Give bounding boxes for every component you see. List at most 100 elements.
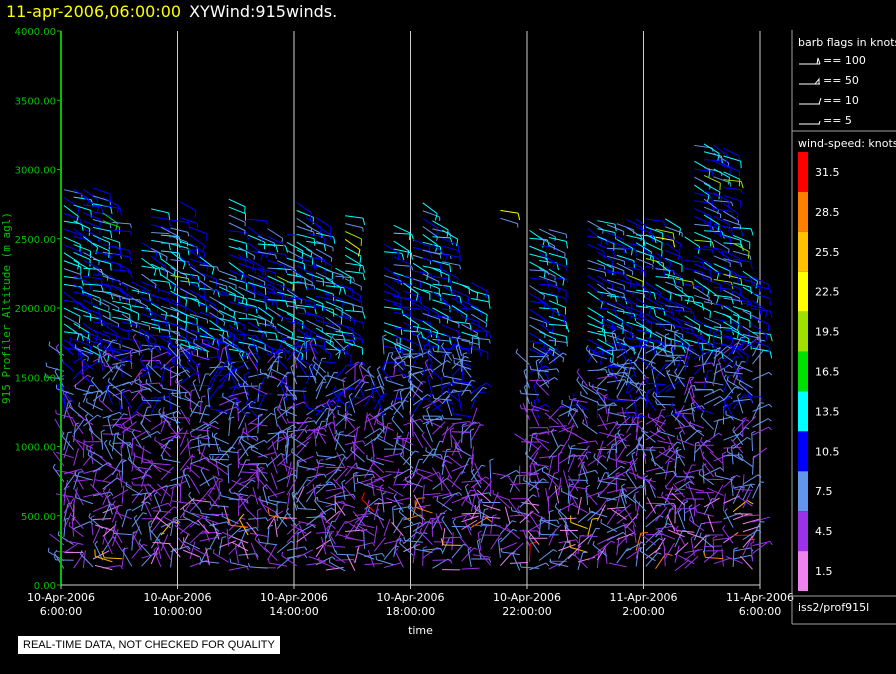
wind-barb-flag — [552, 262, 555, 270]
wind-barb — [532, 346, 550, 357]
wind-barb — [398, 370, 414, 382]
wind-barb — [443, 462, 453, 480]
wind-barb-flag — [711, 197, 713, 205]
wind-barb-flag — [203, 284, 206, 289]
wind-barb — [752, 402, 761, 420]
wind-barb-flag — [730, 227, 733, 236]
wind-barb-flag — [297, 354, 303, 361]
wind-barb-flag — [756, 296, 759, 304]
wind-barb-flag — [329, 481, 334, 484]
wind-barb — [276, 406, 292, 419]
wind-barb-flag — [365, 374, 370, 377]
wind-barb — [85, 416, 94, 433]
wind-barb — [447, 478, 462, 491]
wind-barb — [306, 240, 325, 245]
wind-barb — [684, 299, 703, 304]
wind-barb-flag — [672, 525, 676, 530]
wind-barb — [621, 491, 637, 504]
wind-barb — [197, 519, 210, 534]
wind-barb-flag — [270, 412, 275, 416]
wind-barb — [68, 525, 84, 538]
wind-barb — [373, 525, 378, 544]
wind-barb-flag — [302, 386, 307, 390]
barb-legend-row: == 50 — [798, 74, 894, 88]
wind-barb-flag — [427, 349, 430, 354]
wind-barb-flag — [107, 386, 110, 391]
wind-barb — [723, 433, 741, 441]
wind-barb — [286, 479, 297, 496]
wind-barb — [306, 288, 325, 291]
wind-barb — [545, 488, 550, 507]
wind-barb-flag — [226, 366, 230, 371]
wind-barb-flag — [362, 217, 366, 226]
wind-barb-flag — [127, 455, 131, 460]
wind-barb — [422, 234, 438, 246]
wind-barb-flag — [245, 243, 248, 251]
wind-barb — [664, 242, 681, 254]
wind-barb — [218, 406, 237, 414]
wind-barb — [616, 239, 633, 249]
wind-barb — [94, 543, 104, 561]
wind-barb — [141, 493, 147, 512]
wind-barb-flag — [158, 268, 162, 276]
wind-barb-flag — [343, 335, 346, 343]
wind-barb — [471, 492, 490, 497]
wind-barb — [335, 504, 345, 522]
wind-barb-flag — [134, 301, 137, 309]
wind-barb — [163, 415, 181, 424]
wind-barb — [180, 280, 199, 284]
wind-barb — [703, 536, 707, 555]
wind-barb — [732, 361, 742, 378]
wind-barb — [597, 307, 616, 311]
wind-barb — [643, 477, 647, 496]
wind-barb-flag — [641, 541, 646, 546]
wind-barb-flag — [461, 471, 466, 474]
wind-barb — [521, 408, 540, 412]
wind-barb-flag — [291, 490, 296, 494]
wind-barb — [170, 219, 189, 224]
wind-barb-flag — [535, 434, 538, 439]
wind-barb — [315, 428, 327, 444]
wind-barb-flag — [362, 322, 365, 330]
wind-barb-flag — [439, 263, 442, 271]
wind-barb — [55, 493, 74, 498]
wind-barb — [752, 284, 771, 290]
speed-color-swatch — [798, 391, 808, 432]
wind-barb — [664, 313, 681, 324]
wind-barb-flag — [631, 416, 634, 421]
wind-barb — [267, 236, 285, 245]
wind-barb — [606, 444, 613, 462]
wind-barb-flag — [411, 414, 414, 418]
barb-legend-title: barb flags in knots — [798, 36, 896, 49]
wind-barb — [154, 440, 171, 450]
wind-barb — [684, 353, 691, 372]
wind-barb — [167, 346, 181, 361]
wind-barb — [432, 338, 451, 342]
wind-barb — [393, 303, 411, 311]
wind-barb — [664, 461, 670, 480]
wind-barb — [59, 359, 74, 372]
wind-barb — [208, 478, 220, 495]
wind-barb — [606, 263, 624, 272]
wind-barb — [267, 526, 270, 545]
wind-barb — [77, 414, 94, 426]
wind-barb-flag — [148, 294, 151, 302]
wind-barb — [412, 286, 431, 294]
wind-barb-flag — [724, 395, 730, 402]
wind-barb-flag — [439, 254, 442, 259]
wind-barb-flag — [689, 377, 694, 381]
wind-barb-flag — [285, 245, 289, 253]
wind-barb-flag — [649, 446, 654, 450]
wind-barb-flag — [556, 368, 560, 373]
wind-barb — [180, 296, 199, 301]
wind-barb — [732, 234, 750, 243]
wind-barb-flag — [271, 301, 274, 306]
wind-barb — [141, 320, 160, 327]
wind-barb-flag — [90, 376, 94, 381]
wind-barb — [112, 229, 131, 233]
wind-barb-flag — [284, 254, 287, 259]
wind-barb — [150, 508, 161, 525]
wind-barb-flag — [246, 232, 249, 240]
wind-barb-flag — [447, 474, 450, 479]
wind-barb-flag — [222, 336, 225, 341]
